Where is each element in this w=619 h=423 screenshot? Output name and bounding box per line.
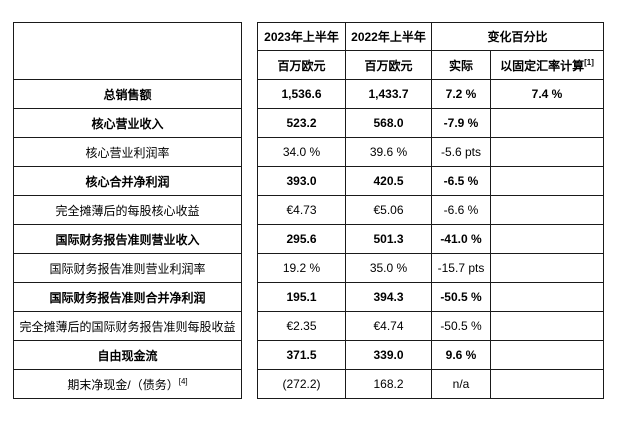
value-cer xyxy=(489,108,605,138)
value-2023: 371.5 xyxy=(257,340,346,370)
table-row-label: 国际财务报告准则营业利润率 xyxy=(13,253,242,283)
table-row: 523.2 568.0 -7.9 % xyxy=(257,108,605,138)
value-2023: 523.2 xyxy=(257,108,346,138)
table-row-label: 总销售额 xyxy=(13,79,242,109)
value-actual: -41.0 % xyxy=(431,224,491,254)
table-row-label: 完全摊薄后的国际财务报告准则每股收益 xyxy=(13,311,242,341)
value-cer xyxy=(489,137,605,167)
unit-header-2022: 百万欧元 xyxy=(345,50,432,80)
value-2023: 19.2 % xyxy=(257,253,346,283)
table-row-label: 自由现金流 xyxy=(13,340,242,370)
cer-footnote-superscript: [1] xyxy=(584,57,594,67)
row-label: 自由现金流 xyxy=(13,340,242,370)
value-2023: (272.2) xyxy=(257,369,346,399)
value-2022: 501.3 xyxy=(345,224,432,254)
value-2022: 1,433.7 xyxy=(345,79,432,109)
value-2023: 195.1 xyxy=(257,282,346,312)
value-2022: 168.2 xyxy=(345,369,432,399)
col-header-2023: 2023年上半年 xyxy=(257,22,346,51)
unit-header-2023: 百万欧元 xyxy=(257,50,346,80)
table-row: 195.1 394.3 -50.5 % xyxy=(257,282,605,312)
value-actual: -50.5 % xyxy=(431,282,491,312)
col-header-2022: 2022年上半年 xyxy=(345,22,432,51)
row-label: 国际财务报告准则合并净利润 xyxy=(13,282,242,312)
col-header-actual: 实际 xyxy=(431,50,491,80)
value-2023: 34.0 % xyxy=(257,137,346,167)
table-row: 19.2 % 35.0 % -15.7 pts xyxy=(257,253,605,283)
row-label: 核心营业利润率 xyxy=(13,137,242,167)
table-row: 295.6 501.3 -41.0 % xyxy=(257,224,605,254)
table-row-label: 国际财务报告准则营业收入 xyxy=(13,224,242,254)
value-actual: n/a xyxy=(431,369,491,399)
label-header-empty-cell xyxy=(13,22,242,80)
value-actual: -6.6 % xyxy=(431,195,491,225)
value-2023: 295.6 xyxy=(257,224,346,254)
row-label-superscript: [4] xyxy=(178,376,188,386)
value-2023: 1,536.6 xyxy=(257,79,346,109)
cer-label-text: 以固定汇率计算 xyxy=(500,58,585,73)
period-header-row: 2023年上半年 2022年上半年 变化百分比 xyxy=(257,22,605,51)
table-row-label: 核心合并净利润 xyxy=(13,166,242,196)
value-cer xyxy=(489,195,605,225)
value-actual: -6.5 % xyxy=(431,166,491,196)
value-2023: €2.35 xyxy=(257,311,346,341)
value-cer xyxy=(489,166,605,196)
table-row-label: 期末净现金/（债务）[4] xyxy=(13,369,242,399)
value-cer xyxy=(489,253,605,283)
value-cer xyxy=(489,369,605,399)
value-2022: 339.0 xyxy=(345,340,432,370)
value-2023: €4.73 xyxy=(257,195,346,225)
table-row: €2.35 €4.74 -50.5 % xyxy=(257,311,605,341)
row-label-table: 总销售额 核心营业收入 核心营业利润率 核心合并净利润 完全摊薄后的每股核心收益 国际财务… xyxy=(13,22,242,399)
value-actual: -5.6 pts xyxy=(431,137,491,167)
label-header-row xyxy=(13,22,242,80)
table-row-label: 国际财务报告准则合并净利润 xyxy=(13,282,242,312)
row-label: 总销售额 xyxy=(13,79,242,109)
value-2022: 35.0 % xyxy=(345,253,432,283)
row-label: 核心合并净利润 xyxy=(13,166,242,196)
table-row: 1,536.6 1,433.7 7.2 % 7.4 % xyxy=(257,79,605,109)
table-row: (272.2) 168.2 n/a xyxy=(257,369,605,399)
financial-data-table: 2023年上半年 2022年上半年 变化百分比 百万欧元 百万欧元 实际 以固定… xyxy=(257,22,605,399)
value-cer xyxy=(489,311,605,341)
col-header-change: 变化百分比 xyxy=(430,22,605,51)
value-2022: €5.06 xyxy=(345,195,432,225)
value-2022: 568.0 xyxy=(345,108,432,138)
value-cer xyxy=(489,340,605,370)
row-label: 期末净现金/（债务）[4] xyxy=(13,369,242,399)
row-label: 完全摊薄后的每股核心收益 xyxy=(13,195,242,225)
row-label: 国际财务报告准则营业收入 xyxy=(13,224,242,254)
value-actual: -50.5 % xyxy=(431,311,491,341)
unit-header-row: 百万欧元 百万欧元 实际 以固定汇率计算[1] xyxy=(257,50,605,80)
value-2022: 394.3 xyxy=(345,282,432,312)
table-row-label: 核心营业收入 xyxy=(13,108,242,138)
value-cer xyxy=(489,224,605,254)
row-label: 国际财务报告准则营业利润率 xyxy=(13,253,242,283)
value-actual: -7.9 % xyxy=(431,108,491,138)
value-cer xyxy=(489,282,605,312)
value-actual: -15.7 pts xyxy=(431,253,491,283)
value-actual: 9.6 % xyxy=(431,340,491,370)
value-cer: 7.4 % xyxy=(489,79,605,109)
value-2022: 39.6 % xyxy=(345,137,432,167)
row-label: 完全摊薄后的国际财务报告准则每股收益 xyxy=(13,311,242,341)
table-row: 393.0 420.5 -6.5 % xyxy=(257,166,605,196)
value-2023: 393.0 xyxy=(257,166,346,196)
table-row-label: 核心营业利润率 xyxy=(13,137,242,167)
table-row: 371.5 339.0 9.6 % xyxy=(257,340,605,370)
col-header-cer: 以固定汇率计算[1] xyxy=(489,50,605,80)
value-2022: €4.74 xyxy=(345,311,432,341)
row-label: 核心营业收入 xyxy=(13,108,242,138)
table-row: €4.73 €5.06 -6.6 % xyxy=(257,195,605,225)
table-row-label: 完全摊薄后的每股核心收益 xyxy=(13,195,242,225)
value-actual: 7.2 % xyxy=(431,79,491,109)
table-row: 34.0 % 39.6 % -5.6 pts xyxy=(257,137,605,167)
value-2022: 420.5 xyxy=(345,166,432,196)
